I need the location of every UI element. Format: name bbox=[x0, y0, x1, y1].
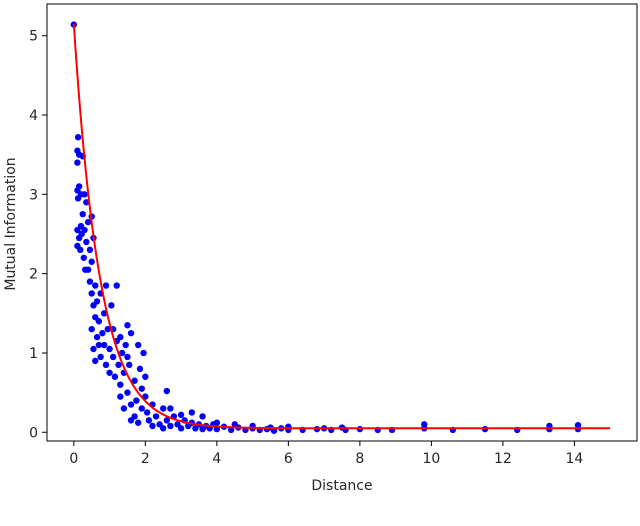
x-tick-label-6: 6 bbox=[284, 451, 293, 467]
data-point-125 bbox=[163, 387, 170, 395]
data-point-69 bbox=[138, 385, 145, 392]
x-tick-label-12: 12 bbox=[494, 451, 512, 467]
data-point-134 bbox=[177, 411, 185, 419]
data-point-67 bbox=[134, 341, 142, 349]
data-point-23 bbox=[84, 218, 92, 226]
plot-area bbox=[46, 3, 638, 442]
data-point-64 bbox=[127, 329, 135, 337]
data-point-129 bbox=[127, 417, 135, 424]
data-point-117 bbox=[421, 421, 428, 428]
y-tick-label-5: 5 bbox=[29, 29, 38, 45]
data-point-13 bbox=[77, 246, 84, 254]
data-point-131 bbox=[149, 422, 156, 430]
data-point-78 bbox=[143, 409, 151, 416]
data-point-63 bbox=[126, 361, 133, 369]
y-tick-label-1: 1 bbox=[29, 346, 38, 362]
y-tick-label-4: 4 bbox=[29, 108, 38, 124]
data-point-35 bbox=[88, 325, 95, 333]
data-point-85 bbox=[167, 422, 174, 430]
data-point-34 bbox=[93, 333, 101, 341]
x-tick-label-4: 4 bbox=[212, 451, 221, 467]
data-point-79 bbox=[145, 417, 153, 424]
data-point-68 bbox=[136, 365, 144, 373]
data-point-42 bbox=[97, 353, 104, 361]
data-point-22 bbox=[83, 238, 90, 246]
data-point-53 bbox=[109, 353, 117, 361]
data-point-136 bbox=[199, 413, 206, 420]
data-point-54 bbox=[111, 373, 119, 380]
data-point-71 bbox=[142, 373, 149, 380]
data-point-48 bbox=[104, 325, 111, 333]
data-point-37 bbox=[92, 357, 99, 365]
data-point-17 bbox=[79, 210, 86, 218]
y-tick-label-3: 3 bbox=[29, 187, 38, 203]
data-point-3 bbox=[74, 159, 81, 166]
data-point-20 bbox=[80, 254, 88, 261]
data-point-19 bbox=[83, 199, 90, 206]
data-point-135 bbox=[188, 409, 196, 416]
data-point-2 bbox=[74, 134, 82, 141]
data-point-73 bbox=[120, 405, 128, 412]
y-tick-label-0: 0 bbox=[29, 425, 38, 441]
data-point-18 bbox=[81, 226, 88, 234]
axes-frame bbox=[46, 3, 638, 442]
data-point-124 bbox=[574, 421, 582, 429]
data-point-45 bbox=[102, 282, 110, 289]
data-point-28 bbox=[88, 258, 95, 265]
data-point-70 bbox=[140, 349, 147, 357]
data-point-138 bbox=[231, 421, 238, 428]
data-point-36 bbox=[90, 345, 97, 353]
data-point-76 bbox=[138, 405, 145, 412]
data-point-128 bbox=[124, 353, 131, 361]
y-tick-label-2: 2 bbox=[29, 267, 38, 283]
data-point-59 bbox=[118, 349, 126, 357]
x-tick-label-0: 0 bbox=[69, 451, 78, 467]
x-tick-label-8: 8 bbox=[355, 451, 364, 467]
data-point-88 bbox=[177, 425, 185, 432]
data-point-26 bbox=[86, 278, 94, 285]
data-point-24 bbox=[86, 246, 94, 254]
x-tick-label-10: 10 bbox=[422, 451, 440, 467]
data-point-46 bbox=[101, 341, 108, 349]
data-point-81 bbox=[152, 413, 160, 420]
data-point-133 bbox=[167, 405, 174, 412]
data-point-126 bbox=[117, 333, 124, 341]
data-point-16 bbox=[81, 191, 88, 198]
data-point-83 bbox=[160, 405, 167, 412]
data-point-84 bbox=[163, 417, 170, 424]
data-point-49 bbox=[106, 345, 113, 353]
data-point-30 bbox=[88, 290, 95, 297]
data-point-127 bbox=[124, 322, 131, 329]
x-axis-title: Distance bbox=[311, 478, 372, 494]
data-point-41 bbox=[95, 341, 103, 349]
data-point-57 bbox=[115, 361, 122, 369]
data-point-130 bbox=[134, 419, 142, 426]
data-point-7 bbox=[75, 183, 83, 190]
x-tick-label-14: 14 bbox=[566, 451, 584, 467]
data-point-51 bbox=[108, 302, 115, 309]
data-point-66 bbox=[133, 397, 140, 404]
data-point-62 bbox=[124, 389, 131, 396]
data-point-39 bbox=[95, 318, 103, 325]
data-point-61 bbox=[122, 341, 129, 349]
data-point-32 bbox=[92, 282, 99, 289]
data-point-137 bbox=[213, 419, 221, 426]
data-point-47 bbox=[102, 361, 110, 369]
data-point-58 bbox=[117, 381, 124, 388]
x-tick-label-2: 2 bbox=[141, 451, 150, 467]
data-point-72 bbox=[117, 393, 124, 400]
fit-curve bbox=[72, 23, 611, 430]
data-point-74 bbox=[127, 401, 135, 408]
data-point-43 bbox=[99, 329, 106, 337]
y-axis-title: Mutual Information bbox=[3, 157, 19, 290]
data-point-38 bbox=[93, 298, 101, 305]
data-point-25 bbox=[84, 266, 92, 273]
data-point-65 bbox=[131, 377, 138, 384]
data-point-132 bbox=[160, 425, 167, 432]
data-point-50 bbox=[106, 369, 113, 376]
data-point-55 bbox=[113, 282, 120, 289]
